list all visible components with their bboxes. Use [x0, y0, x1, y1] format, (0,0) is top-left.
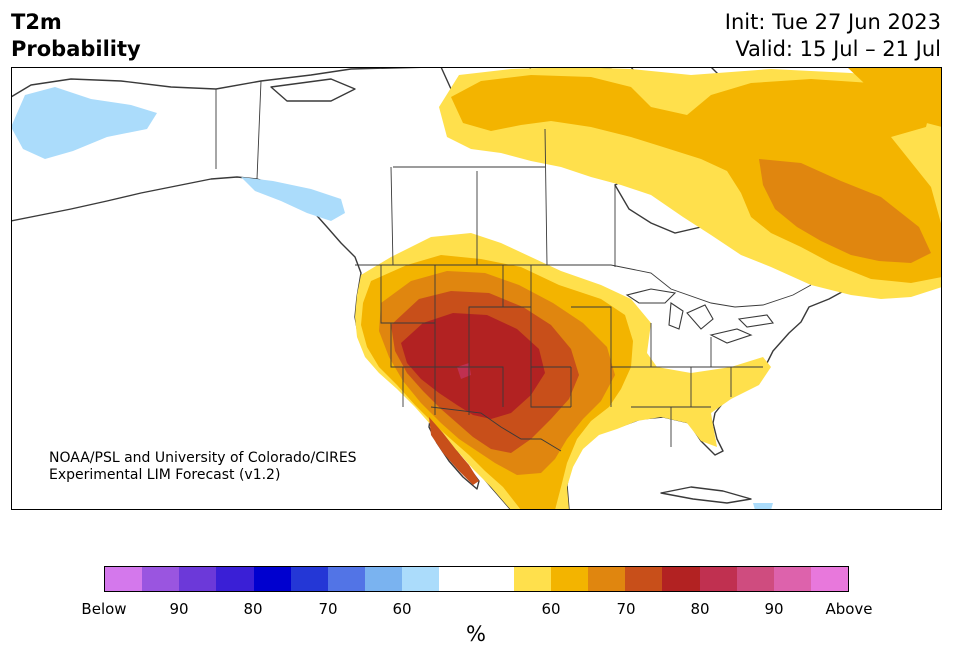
- colorbar-swatch: [625, 567, 663, 591]
- colorbar-swatch: [513, 567, 551, 591]
- colorbar-swatch: [439, 567, 477, 591]
- valid-range: Valid: 15 Jul – 21 Jul: [735, 37, 941, 61]
- colorbar-tick-label: 90: [169, 600, 189, 618]
- colorbar-swatch: [736, 567, 774, 591]
- colorbar-tick-label: 80: [690, 600, 710, 618]
- colorbar-swatch: [699, 567, 737, 591]
- plot-title-left: T2m Probability: [11, 9, 141, 63]
- us-states-west: [380, 265, 651, 415]
- us-mexico-border: [430, 406, 562, 452]
- great-lakes: [625, 288, 774, 344]
- above70-labrador: [759, 159, 931, 263]
- colorbar-swatch: [253, 567, 291, 591]
- political-boundaries: [215, 80, 812, 452]
- canada-provinces: [256, 80, 616, 267]
- colorbar-swatch: [105, 567, 143, 591]
- colorbar-tick-label: 70: [616, 600, 636, 618]
- forecast-map: [11, 67, 942, 510]
- colorbar-tick-label: 60: [392, 600, 412, 618]
- colorbar-swatch: [810, 567, 849, 591]
- colorbar-tick-label: 70: [318, 600, 338, 618]
- colorbar-swatch: [142, 567, 180, 591]
- colorbar-swatch: [216, 567, 254, 591]
- us-canada-border: [355, 264, 812, 308]
- colorbar-swatch: [550, 567, 589, 591]
- colorbar-tick-label: 90: [764, 600, 784, 618]
- plot-title-right: Init: Tue 27 Jun 2023 Valid: 15 Jul – 21…: [725, 9, 941, 63]
- credit-line-1: NOAA/PSL and University of Colorado/CIRE…: [49, 450, 357, 466]
- colorbar-swatch: [662, 567, 700, 591]
- colorbar-swatch: [588, 567, 626, 591]
- above80-us-west: [401, 313, 545, 419]
- colorbar-swatch: [365, 567, 403, 591]
- colorbar-tick-label: Below: [81, 600, 127, 618]
- map-frame: [11, 67, 942, 510]
- title-variable: T2m: [11, 10, 62, 34]
- colorbar-swatch: [476, 567, 514, 591]
- init-date: Init: Tue 27 Jun 2023: [724, 10, 941, 34]
- colorbar-tick-label: Above: [825, 600, 873, 618]
- below-alaska-shade: [11, 87, 157, 159]
- colorbar-tick-label: 80: [243, 600, 263, 618]
- probability-shading: [11, 67, 942, 510]
- below-yukon-shade: [241, 177, 345, 221]
- colorbar-swatch: [179, 567, 217, 591]
- arctic-island-c: [270, 78, 356, 102]
- below-caribbean-shade: [753, 503, 773, 510]
- colorbar-unit: %: [466, 622, 486, 646]
- colorbar-swatch: [773, 567, 811, 591]
- above65-arctic-fringe: [847, 67, 942, 127]
- cuba: [660, 486, 752, 504]
- colorbar-swatch: [290, 567, 328, 591]
- probability-colorbar: [104, 566, 849, 592]
- credit-line-2: Experimental LIM Forecast (v1.2): [49, 467, 281, 483]
- above75-baja: [429, 417, 479, 485]
- colorbar-swatch: [327, 567, 366, 591]
- credit-text: NOAA/PSL and University of Colorado/CIRE…: [49, 450, 357, 484]
- colorbar-tick-label: 60: [541, 600, 561, 618]
- colorbar-swatch: [402, 567, 440, 591]
- us-states-east: [631, 323, 763, 447]
- title-quantity: Probability: [11, 37, 141, 61]
